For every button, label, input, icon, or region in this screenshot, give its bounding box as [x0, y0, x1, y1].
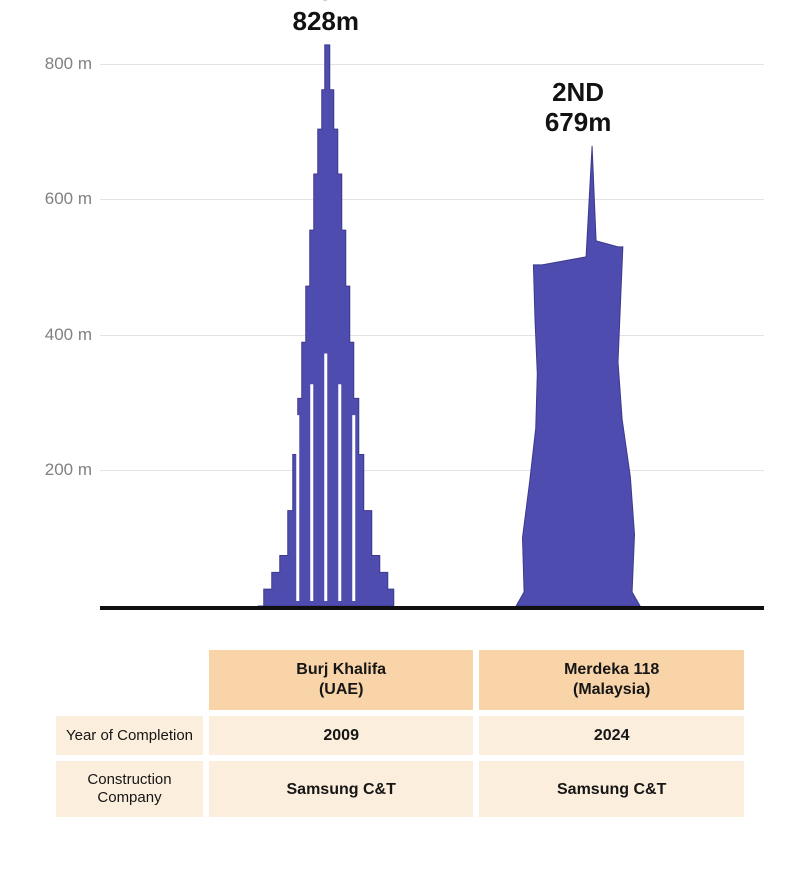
height-label: 679m — [545, 107, 612, 137]
building-label: 1ST 828m — [293, 0, 360, 37]
row-label-text: Year of Completion — [66, 727, 193, 745]
building-label: 2ND 679m — [545, 78, 612, 138]
ytick-label: 800 m — [30, 54, 92, 74]
height-chart: 200 m 400 m 600 m 800 m 1ST 828m 2ND 679… — [30, 30, 770, 630]
row-label-text: Construction Company — [65, 771, 195, 807]
col-header: Merdeka 118 (Malaysia) — [479, 650, 744, 710]
table-row: Year of Completion 2009 2024 — [56, 716, 744, 755]
cell-value: 2009 — [209, 716, 473, 755]
cell-value: 2024 — [479, 716, 744, 755]
ytick-label: 200 m — [30, 460, 92, 480]
row-label: Year of Completion — [56, 716, 203, 755]
table-header-row: Burj Khalifa (UAE) Merdeka 118 (Malaysia… — [56, 650, 744, 710]
cell-value: Samsung C&T — [209, 761, 473, 817]
building-name: Burj Khalifa — [296, 661, 386, 678]
ytick-label: 600 m — [30, 189, 92, 209]
height-label: 828m — [293, 6, 360, 36]
table-row: Construction Company Samsung C&T Samsung… — [56, 761, 744, 817]
empty-cell — [56, 650, 203, 710]
cell-value: Samsung C&T — [479, 761, 744, 817]
ytick-label: 400 m — [30, 325, 92, 345]
rank-label: 2ND — [552, 77, 604, 107]
info-table: Burj Khalifa (UAE) Merdeka 118 (Malaysia… — [50, 644, 750, 823]
building-country: (Malaysia) — [573, 681, 650, 698]
col-header: Burj Khalifa (UAE) — [209, 650, 473, 710]
buildings-svg — [100, 30, 764, 606]
building-name: Merdeka 118 — [564, 661, 659, 678]
plot-area — [100, 30, 764, 610]
row-label: Construction Company — [56, 761, 203, 817]
building-country: (UAE) — [319, 681, 363, 698]
